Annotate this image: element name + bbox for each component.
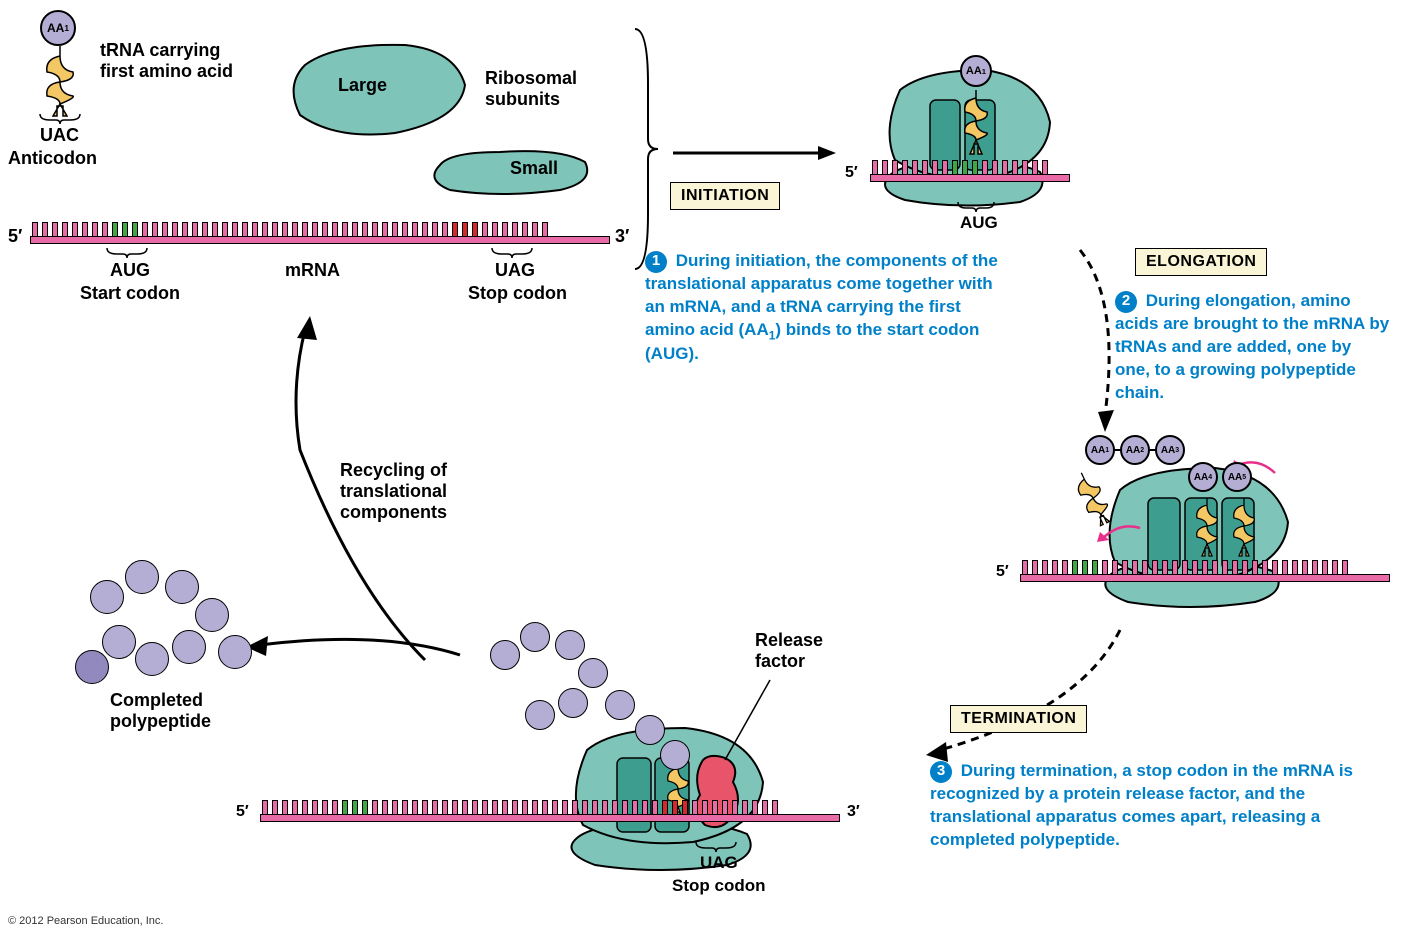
trna-elong-2: [1225, 496, 1263, 564]
stage-termination: TERMINATION: [950, 705, 1087, 733]
aug-1: AUG: [110, 260, 150, 281]
d3-text: During termination, a stop codon in the …: [930, 761, 1353, 849]
uag-term: UAG: [700, 853, 738, 873]
stop-codon-1: Stop codon: [468, 283, 567, 304]
trna-label-l2: first amino acid: [100, 61, 233, 81]
aa-t6: [525, 700, 555, 730]
aa-e3: AA3: [1155, 435, 1185, 465]
release-line: [720, 675, 780, 765]
mrna-label-1: mRNA: [285, 260, 340, 281]
num-2: 2: [1115, 291, 1137, 313]
arrow-initiation: [668, 138, 838, 168]
rec-l3: components: [340, 502, 447, 522]
trna-top: [35, 44, 85, 120]
five-prime-elong: 5′: [996, 563, 1009, 581]
num-1: 1: [645, 251, 667, 273]
aa-c8: [75, 650, 109, 684]
aa1-sub: 1: [64, 23, 69, 33]
completed-label: Completed polypeptide: [110, 690, 211, 732]
copyright: © 2012 Pearson Education, Inc.: [8, 915, 163, 927]
trna-init: [954, 88, 998, 160]
five-prime-init: 5′: [845, 164, 858, 182]
arrow-termination: [920, 620, 1140, 770]
stage-elongation: ELONGATION: [1135, 248, 1267, 276]
aa-c2: [125, 560, 159, 594]
desc-2: 2 During elongation, amino acids are bro…: [1115, 290, 1390, 405]
aa1i-t: AA: [966, 65, 982, 77]
trna-label: tRNA carrying first amino acid: [100, 40, 233, 82]
aa1-text: AA: [47, 21, 64, 35]
mrna-term: [260, 800, 840, 822]
uag-1: UAG: [495, 260, 535, 281]
trna-label-l1: tRNA carrying: [100, 40, 220, 60]
mrna-1: [30, 222, 610, 244]
aa-c7: [102, 625, 136, 659]
brace-aug-1: [105, 246, 149, 260]
comp-l2: polypeptide: [110, 711, 211, 731]
ribosomal-label: Ribosomal subunits: [485, 68, 577, 110]
rec-l1: Recycling of: [340, 460, 447, 480]
big-brace: [630, 24, 660, 274]
aa-c1: [90, 580, 124, 614]
aa-t8: [635, 715, 665, 745]
brace-uag-term: [694, 840, 738, 854]
aa-t4: [578, 658, 608, 688]
rec-l2: translational: [340, 481, 447, 501]
aa-c4: [195, 598, 229, 632]
aa1i-s: 1: [982, 67, 986, 76]
desc-1: 1 During initiation, the components of t…: [645, 250, 1005, 366]
aa-e5: AA5: [1222, 462, 1252, 492]
stage-initiation: INITIATION: [670, 182, 780, 210]
aa-t1: [490, 640, 520, 670]
ribolab-l1: Ribosomal: [485, 68, 577, 88]
aa-c9: [218, 635, 252, 669]
pink-arrow-1: [1095, 520, 1145, 550]
large-label: Large: [338, 75, 387, 96]
uac-label: UAC: [40, 125, 79, 146]
rf-l1: Release: [755, 630, 823, 650]
aa-link-1: [1114, 449, 1122, 451]
release-factor-label: Release factor: [755, 630, 823, 672]
brace-uag-1: [490, 246, 534, 260]
aa1-init: AA1: [960, 55, 992, 87]
desc-3: 3 During termination, a stop codon in th…: [930, 760, 1360, 852]
five-prime-term: 5′: [236, 803, 249, 821]
mrna-init: [870, 160, 1070, 182]
d2-text: During elongation, amino acids are broug…: [1115, 291, 1389, 402]
start-codon-1: Start codon: [80, 283, 180, 304]
num-3: 3: [930, 761, 952, 783]
three-prime-term: 3′: [847, 803, 860, 821]
aa-c5: [172, 630, 206, 664]
recycling-label: Recycling of translational components: [340, 460, 447, 523]
trna-elong-1: [1188, 496, 1226, 564]
anticodon-label: Anticodon: [8, 148, 97, 169]
brace-uac: [38, 112, 82, 126]
aa-t2: [520, 622, 550, 652]
aa-c3: [165, 570, 199, 604]
aa-t7: [605, 690, 635, 720]
aa-e2: AA2: [1120, 435, 1150, 465]
mrna-elong: [1020, 560, 1390, 582]
aa-t5: [558, 688, 588, 718]
ribolab-l2: subunits: [485, 89, 560, 109]
brace-aug-init: [956, 200, 996, 214]
aug-init: AUG: [960, 213, 998, 233]
three-prime-1: 3′: [615, 226, 629, 247]
aa-e4: AA4: [1188, 462, 1218, 492]
aa-e1: AA1: [1085, 435, 1115, 465]
aa-link-2: [1149, 449, 1157, 451]
five-prime-1: 5′: [8, 226, 22, 247]
comp-l1: Completed: [110, 690, 203, 710]
small-label: Small: [510, 158, 558, 179]
aa-t9: [660, 740, 690, 770]
aa1-circle: AA1: [40, 10, 76, 46]
rf-l2: factor: [755, 651, 805, 671]
aa-c6: [135, 642, 169, 676]
aa-t3: [555, 630, 585, 660]
stop-codon-term: Stop codon: [672, 876, 765, 896]
